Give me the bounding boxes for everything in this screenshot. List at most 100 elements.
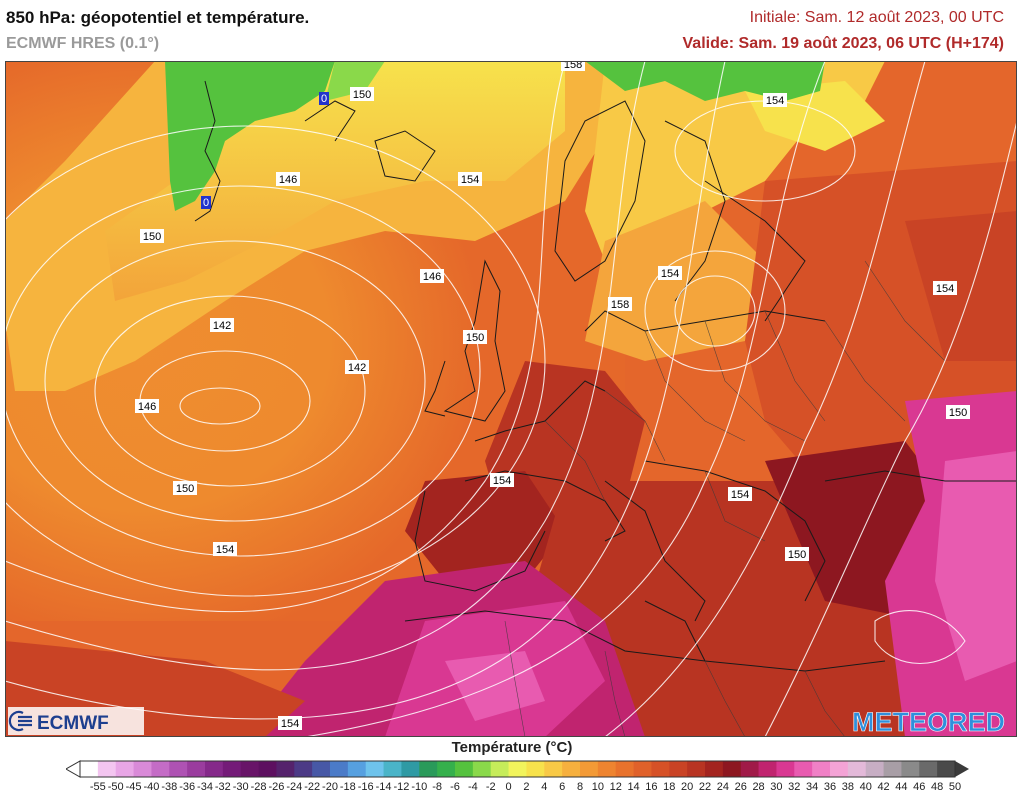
colorbar-swatch [508, 761, 527, 777]
svg-text:150: 150 [949, 407, 967, 419]
contour-label: 154 [458, 172, 482, 186]
legend-tick-label: -20 [322, 781, 338, 793]
svg-text:0: 0 [203, 197, 209, 209]
colorbar-swatch [597, 761, 617, 777]
contour-label: 154 [658, 266, 682, 280]
colorbar-swatch [812, 761, 831, 777]
legend-tick-label: 8 [576, 781, 584, 793]
legend-tick-label: 30 [770, 781, 783, 793]
legend-tick-label: 4 [541, 781, 548, 793]
colorbar-swatch [258, 761, 277, 777]
svg-text:154: 154 [493, 475, 511, 487]
country-borders [504, 260, 946, 737]
colorbar-swatch [865, 761, 884, 777]
ecmwf-symbol-icon [8, 710, 32, 732]
colorbar-swatch [490, 761, 509, 777]
svg-text:146: 146 [279, 174, 297, 186]
contour-label: 154 [278, 716, 302, 730]
svg-text:150: 150 [143, 231, 161, 243]
legend-tick-label: 6 [559, 781, 566, 793]
legend-tick-label: 44 [895, 781, 908, 793]
legend-tick-label: -30 [232, 781, 249, 793]
contour-label: 150 [946, 405, 970, 419]
weather-map[interactable]: 158 150 154 146 150 154 146 142 150 142 … [5, 61, 1017, 737]
colorbar-swatch [544, 761, 563, 777]
contour-labels: 158 150 154 146 150 154 146 142 150 142 … [135, 61, 970, 730]
legend-tick-label: 28 [752, 781, 765, 793]
temperature-colorbar [66, 760, 969, 778]
legend-tick-label: -14 [375, 781, 392, 793]
colorbar-min-arrow [66, 760, 81, 778]
colorbar-swatch [80, 761, 99, 777]
colorbar-swatch [151, 761, 170, 777]
scandinavia-orange [585, 201, 765, 361]
colorbar-swatch [794, 761, 813, 777]
colorbar-border [79, 760, 956, 778]
colorbar-swatch [651, 761, 670, 777]
legend-tick-label: 12 [609, 781, 622, 793]
legend-ticks: -55 -50 -45 -40 -38 -36 -34 -32 -30 -28 -26 -24 -22-… [0, 781, 1024, 797]
russia-warm [905, 211, 1017, 361]
geopotential-contours [5, 61, 1017, 737]
legend-tick-label: -55 [89, 781, 106, 793]
sahara-core [445, 651, 545, 721]
colorbar-swatch [758, 761, 777, 777]
legend-tick-label: -24 [286, 781, 303, 793]
legend-tick-label: -8 [432, 781, 443, 793]
map-frame [5, 61, 1017, 737]
contour-label: 142 [345, 360, 369, 374]
svg-text:150: 150 [788, 549, 806, 561]
colorbar-swatch [294, 761, 313, 777]
greenland-cold [165, 61, 335, 211]
colorbar-swatch [830, 761, 849, 777]
colorbar-swatch [240, 761, 259, 777]
legend-tick-label: -26 [268, 781, 285, 793]
colorbar-max-arrow [955, 761, 969, 777]
legend-tick-label: -2 [485, 781, 496, 793]
legend-tick-label: -22 [304, 781, 321, 793]
colorbar-swatch [419, 761, 438, 777]
model-label: ECMWF HRES (0.1°) [6, 35, 160, 52]
colorbar-swatch [97, 761, 117, 777]
zero-isotherm-label: 0 [319, 92, 329, 105]
colorbar-swatch [472, 761, 492, 777]
colorbar-swatch [330, 761, 349, 777]
greenland-fringe [325, 61, 385, 101]
svg-text:154: 154 [281, 718, 299, 730]
legend-tick-label: -38 [161, 781, 178, 793]
colorbar-swatch [115, 761, 134, 777]
colorbar-swatch [740, 761, 759, 777]
colorbar-swatch [883, 761, 902, 777]
colorbar-swatch [705, 761, 724, 777]
svg-text:158: 158 [564, 61, 582, 71]
contour-label: 146 [135, 399, 159, 413]
zero-isotherm-label: 0 [201, 196, 211, 209]
legend-tick-label: -34 [197, 781, 213, 793]
contour-label: 146 [420, 269, 444, 283]
legend-tick-label: -12 [393, 781, 410, 793]
svg-text:146: 146 [423, 271, 441, 283]
legend-tick-label: 36 [823, 781, 837, 793]
contour-label: 158 [561, 61, 585, 71]
meteored-logo: METEORED [852, 707, 1006, 737]
iberia-hot [405, 471, 565, 581]
colorbar-swatch [901, 761, 920, 777]
svg-text:154: 154 [461, 174, 479, 186]
legend-tick-label: -6 [450, 781, 460, 793]
legend-tick-label: 50 [948, 781, 962, 793]
legend-tick-label: 42 [877, 781, 890, 793]
svg-text:154: 154 [216, 544, 234, 556]
colorbar-swatch [562, 761, 581, 777]
contour-label: 150 [785, 547, 809, 561]
svg-text:150: 150 [353, 89, 371, 101]
colorbar-swatch [633, 761, 652, 777]
legend-tick-label: 18 [663, 781, 676, 793]
contour-label: 146 [276, 172, 300, 186]
colorbar-swatch [401, 761, 420, 777]
arctic-cold [585, 61, 825, 101]
contour-label: 142 [210, 318, 234, 332]
colorbar-swatch [222, 761, 242, 777]
svg-text:150: 150 [176, 483, 194, 495]
legend-tick-label: 48 [931, 781, 944, 793]
svg-text:154: 154 [731, 489, 749, 501]
